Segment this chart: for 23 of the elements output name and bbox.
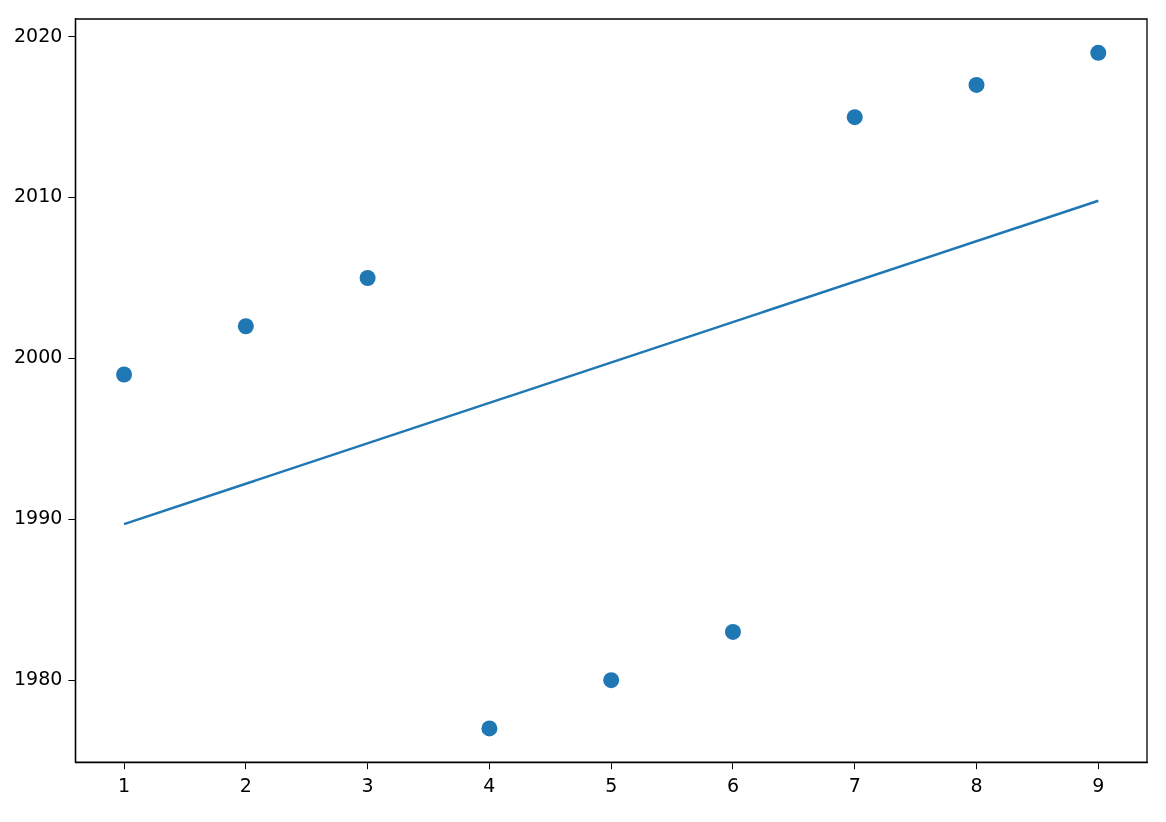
x-tick-label: 1 xyxy=(118,773,131,796)
point xyxy=(359,269,376,286)
x-tick-label: 9 xyxy=(1092,773,1105,796)
x-tick-label: 5 xyxy=(605,773,618,796)
y-tick-label: 2000 xyxy=(13,345,63,368)
y-tick-label: 2020 xyxy=(13,23,63,46)
x-tick-label: 7 xyxy=(848,773,861,796)
point xyxy=(116,366,133,383)
x-tick-label: 3 xyxy=(361,773,374,796)
point xyxy=(724,623,741,640)
x-tick-label: 8 xyxy=(970,773,983,796)
point xyxy=(481,720,498,737)
y-tick-label: 2010 xyxy=(13,184,63,207)
x-tick-label: 4 xyxy=(483,773,496,796)
y-tick-label: 1980 xyxy=(13,667,63,690)
point xyxy=(603,672,620,689)
point xyxy=(968,76,985,93)
x-tick-label: 6 xyxy=(726,773,739,796)
x-tick-label: 2 xyxy=(239,773,252,796)
point xyxy=(1090,44,1107,61)
point xyxy=(237,318,254,335)
point xyxy=(846,109,863,126)
y-tick-label: 1990 xyxy=(13,506,63,529)
